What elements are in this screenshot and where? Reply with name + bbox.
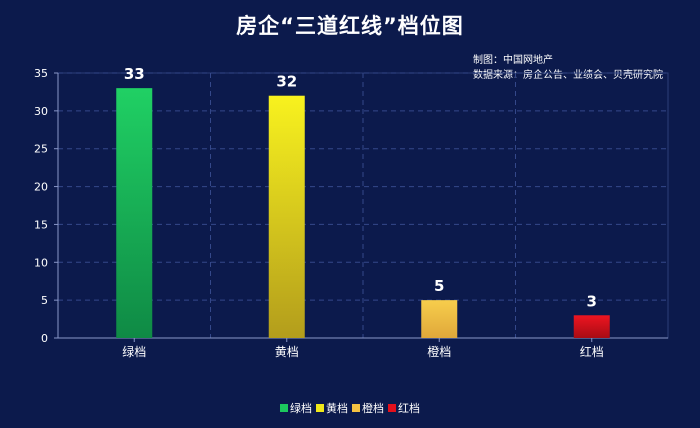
x-tick-label: 橙档: [427, 344, 451, 359]
data-label: 5: [434, 277, 444, 295]
y-tick-label: 25: [34, 143, 48, 156]
legend-swatch: [280, 404, 288, 412]
legend-label: 绿档: [290, 402, 312, 415]
legend-label: 橙档: [362, 402, 384, 415]
bar-4: [573, 315, 610, 338]
legend-item: 红档: [388, 400, 420, 416]
bar-1: [116, 88, 153, 339]
y-tick-label: 10: [34, 256, 48, 269]
y-tick-label: 15: [34, 218, 48, 231]
y-tick-label: 20: [34, 181, 48, 194]
legend-swatch: [352, 404, 360, 412]
legend-item: 黄档: [316, 400, 348, 416]
data-label: 32: [276, 73, 297, 91]
x-tick-label: 绿档: [122, 344, 146, 359]
data-label: 33: [124, 65, 145, 83]
legend-swatch: [316, 404, 324, 412]
data-label: 3: [587, 292, 597, 310]
legend-label: 黄档: [326, 402, 348, 415]
legend-item: 绿档: [280, 400, 312, 416]
bar-2: [268, 95, 305, 338]
x-tick-label: 黄档: [275, 345, 299, 359]
legend-swatch: [388, 404, 396, 412]
chart-legend: 绿档 黄档 橙档 红档: [0, 400, 700, 416]
y-tick-label: 0: [41, 332, 48, 345]
chart-title: 房企“三道红线”档位图: [236, 14, 464, 38]
source-data: 数据来源：房企公告、业绩会、贝壳研究院: [473, 70, 663, 81]
y-tick-label: 5: [41, 294, 48, 307]
legend-label: 红档: [398, 402, 420, 415]
y-tick-label: 35: [34, 67, 48, 80]
x-tick-label: 红档: [580, 344, 604, 359]
bar-3: [421, 300, 458, 338]
legend-item: 橙档: [352, 400, 384, 416]
source-credit: 制图：中国网地产: [473, 55, 553, 66]
y-tick-label: 30: [34, 105, 48, 118]
